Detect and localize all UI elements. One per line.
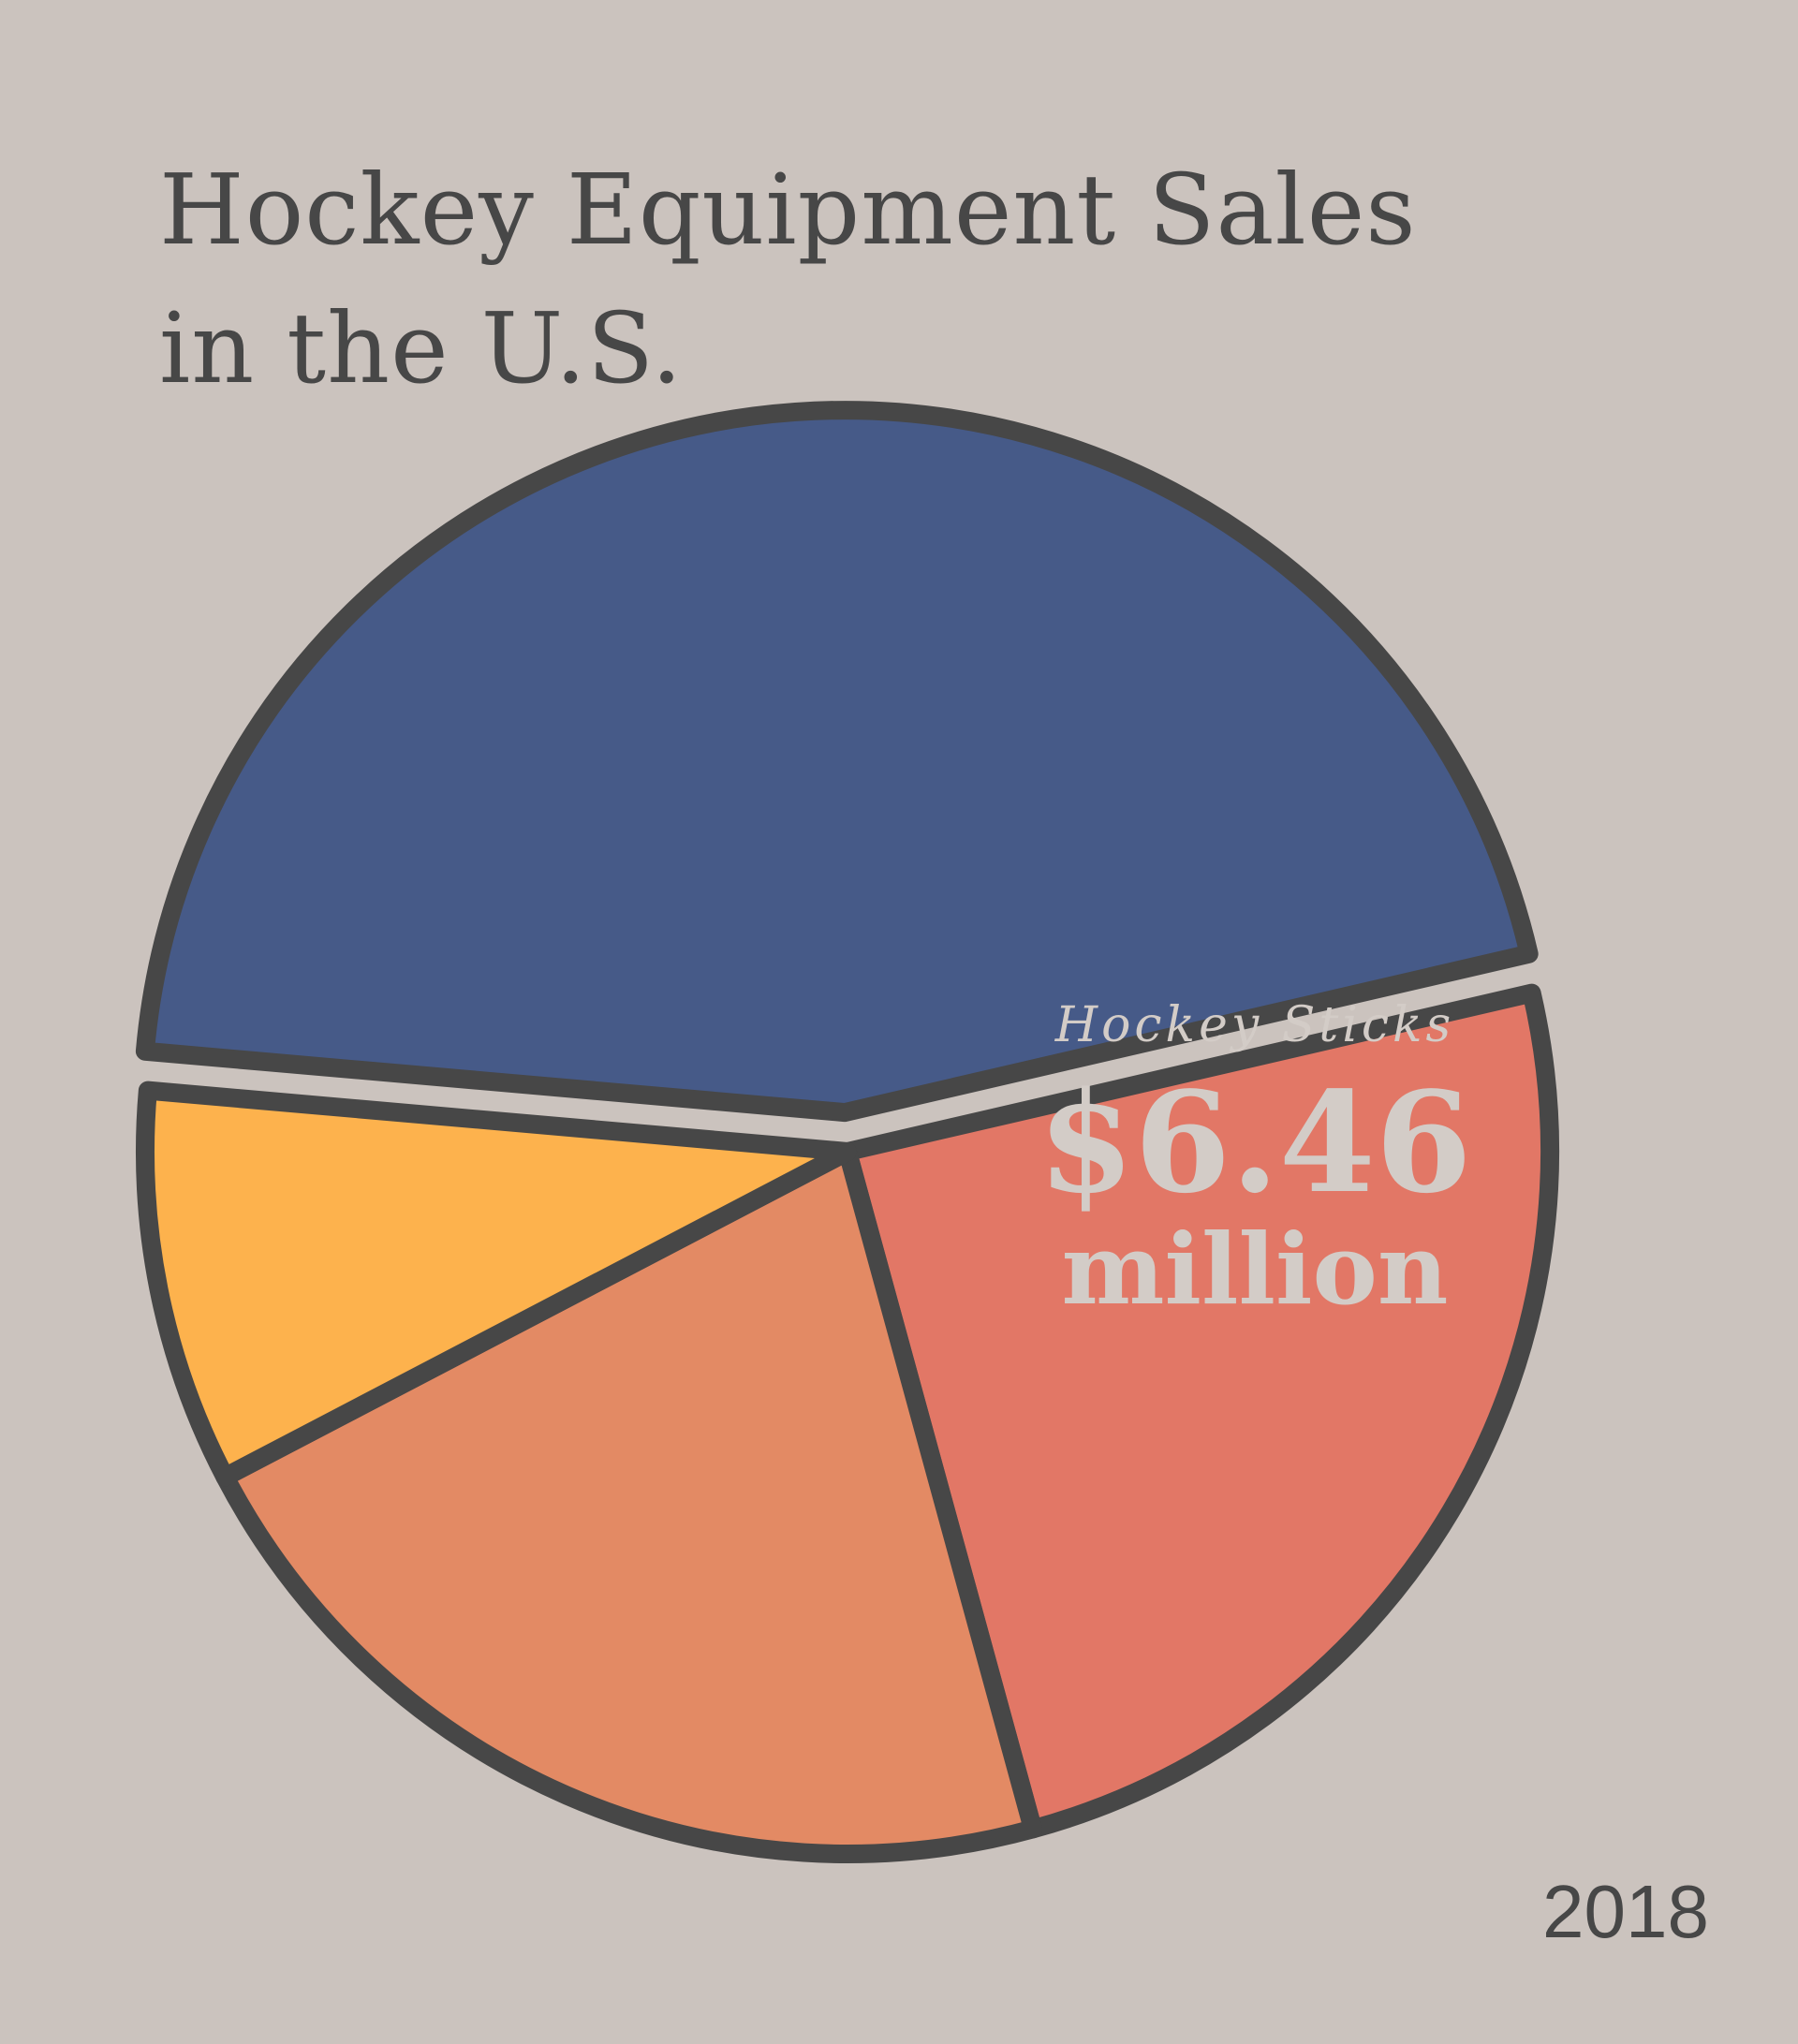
slice-value-hockey-sticks: $6.46 <box>1038 1061 1471 1224</box>
chart-year: 2018 <box>1542 1870 1709 1953</box>
chart-title: Hockey Equipment Sales in the U.S. <box>159 140 1417 418</box>
slice-unit-hockey-sticks: million <box>1061 1212 1448 1327</box>
slice-label-hockey-sticks: Hockey Sticks <box>1054 997 1454 1053</box>
pie-slice-1 <box>135 401 1539 1123</box>
pie-slice-labels: Hockey Sticks $6.46 million <box>1038 997 1471 1327</box>
chart-title-line-2: in the U.S. <box>159 291 684 405</box>
pie-slice-3 <box>215 1142 1042 1863</box>
chart-title-line-1: Hockey Equipment Sales <box>159 153 1417 267</box>
pie-slices <box>135 401 1559 1863</box>
pie-slice-4 <box>136 1081 857 1487</box>
pie-slice-2 <box>838 983 1559 1839</box>
